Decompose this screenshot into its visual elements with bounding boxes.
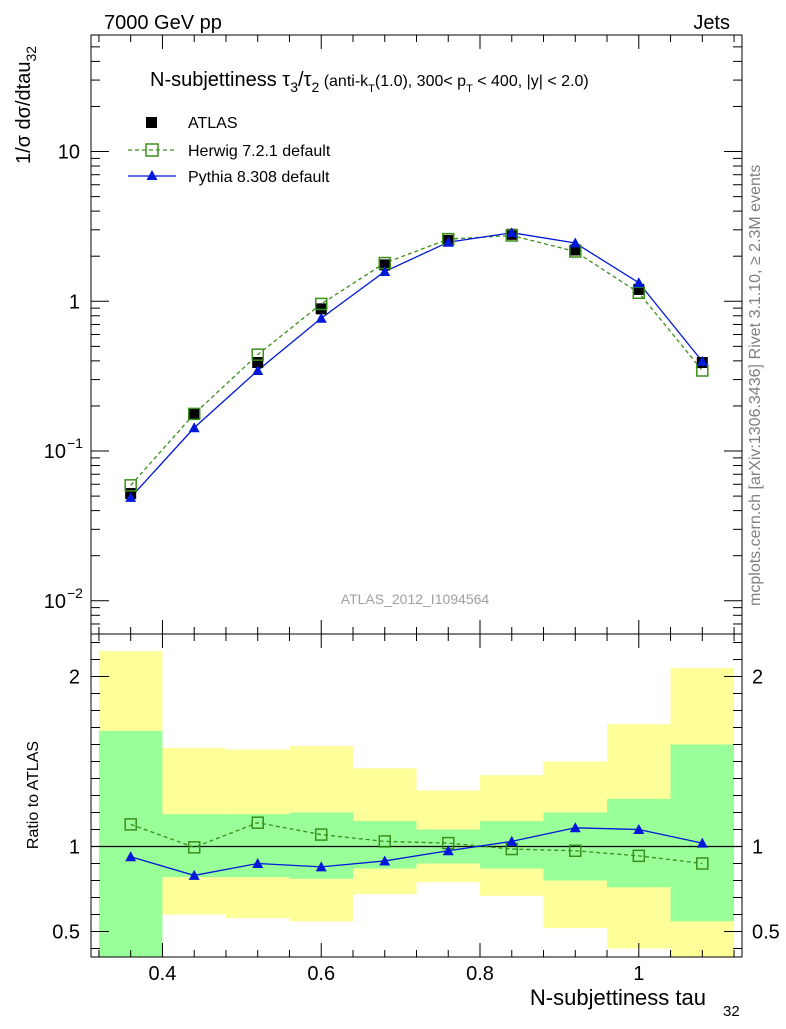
herwig-data-point	[251, 348, 264, 361]
pythia-data-point	[125, 491, 137, 502]
x-tick-label: 0.4	[149, 963, 177, 985]
pythia-data-point	[696, 355, 708, 366]
ratio-y-tick-label: 1	[69, 837, 80, 859]
ratio-y-tick-label: 0.5	[52, 922, 80, 944]
title-tau3: τ	[282, 69, 290, 91]
pythia-ratio-point	[252, 858, 264, 868]
main-y-tick-label-exponent: −1	[67, 435, 83, 451]
legend-label-herwig: Herwig 7.2.1 default	[188, 143, 331, 160]
herwig-ratio-point	[378, 835, 391, 848]
chart-title: N-subjettiness τ3/τ2 (anti-kT(1.0), 300<…	[150, 69, 589, 95]
pythia-series-line	[130, 232, 703, 498]
ratio-y-tick-label-right: 1	[752, 837, 763, 859]
title-prefix: N-subjettiness	[150, 69, 282, 91]
ratio-y-tick-label-right: 0.5	[752, 922, 780, 944]
pythia-data-point	[379, 266, 391, 277]
chart-marks	[91, 227, 742, 957]
main-y-axis-label: 1/σ dσ/dtau32	[13, 46, 39, 164]
mcplots-reference-label: mcplots.cern.ch [arXiv:1306.3436]	[747, 364, 764, 606]
title-tau2: τ	[304, 69, 312, 91]
pythia-data-point	[442, 236, 454, 247]
title-detail-t2: T	[466, 83, 473, 95]
main-y-tick-label: 10	[44, 591, 66, 613]
ratio-y-tick-label: 2	[69, 667, 80, 689]
band-inner-bin	[607, 798, 671, 888]
rivet-version-label: Rivet 3.1.10, ≥ 2.3M events	[747, 165, 764, 360]
analysis-watermark: ATLAS_2012_I1094564	[341, 591, 490, 607]
herwig-data-point	[124, 479, 137, 492]
pythia-ratio-point	[379, 855, 391, 866]
main-y-tick-label: 10	[44, 441, 66, 463]
title-detail-a: (anti-k	[319, 73, 369, 90]
title-detail-c: < 400, |y| < 2.0)	[473, 73, 589, 90]
title-sub3: 3	[290, 79, 298, 95]
pythia-data-point	[569, 237, 581, 248]
x-axis-label-subscript: 32	[723, 1003, 740, 1020]
pythia-data-point	[633, 277, 645, 288]
band-inner-bin	[98, 730, 163, 957]
ylabel-main: 1/σ dσ/dtau	[13, 62, 35, 165]
herwig-ratio-point	[187, 841, 201, 854]
ratio-y-tick-label-right: 2	[752, 667, 763, 689]
main-y-tick-label: 10	[58, 142, 80, 164]
legend-label-atlas: ATLAS	[188, 115, 238, 132]
x-tick-label: 0.8	[466, 963, 494, 985]
header-energy-label: 7000 GeV pp	[104, 12, 222, 34]
pythia-ratio-point	[696, 837, 708, 848]
herwig-series-line	[130, 234, 703, 486]
legend-marker-herwig	[145, 143, 159, 157]
pythia-ratio-point	[569, 822, 581, 833]
pythia-ratio-line	[130, 827, 703, 877]
herwig-ratio-point	[632, 849, 646, 863]
atlas-data-point	[188, 408, 200, 420]
atlas-data-point	[633, 283, 645, 295]
x-axis-label: N-subjettiness tau	[530, 985, 706, 1010]
pythia-ratio-point	[633, 824, 645, 834]
ratio-y-axis-label: Ratio to ATLAS	[25, 741, 42, 849]
header-category-label: Jets	[693, 12, 730, 34]
x-tick-label: 1	[633, 963, 644, 985]
legend-marker-pythia	[146, 170, 158, 180]
ylabel-subscript: 32	[23, 46, 39, 62]
pythia-data-point	[252, 364, 264, 375]
title-detail-t1: T	[368, 83, 375, 95]
pythia-data-point	[188, 422, 200, 433]
pythia-data-point	[315, 312, 327, 323]
herwig-ratio-point	[251, 816, 264, 829]
legend-marker-atlas	[146, 117, 157, 128]
herwig-ratio-point	[569, 844, 582, 857]
title-slash: /	[298, 69, 304, 91]
herwig-data-point	[632, 286, 646, 300]
x-tick-label: 0.6	[307, 963, 335, 985]
herwig-ratio-point	[696, 857, 709, 870]
legend: ATLAS Herwig 7.2.1 default Pythia 8.308 …	[128, 115, 331, 186]
herwig-ratio-line	[130, 822, 703, 865]
pythia-ratio-point	[442, 845, 454, 856]
title-sub2: 2	[311, 79, 319, 95]
title-detail-b: (1.0), 300< p	[375, 73, 466, 90]
main-y-tick-label-exponent: −2	[67, 585, 83, 601]
herwig-data-point	[314, 297, 328, 311]
pythia-ratio-point	[125, 851, 137, 862]
pythia-ratio-point	[315, 861, 327, 872]
pythia-ratio-point	[188, 869, 200, 880]
pythia-ratio-point	[506, 835, 518, 846]
herwig-data-point	[187, 407, 201, 421]
herwig-ratio-point	[314, 828, 328, 841]
band-inner-bin	[162, 814, 226, 878]
atlas-data-point	[379, 259, 391, 271]
herwig-ratio-point	[124, 818, 137, 831]
main-y-tick-label: 1	[69, 291, 80, 313]
pythia-data-point	[506, 227, 518, 238]
atlas-data-point	[252, 357, 264, 369]
atlas-data-point	[569, 244, 581, 256]
legend-label-pythia: Pythia 8.308 default	[188, 169, 330, 186]
band-inner-bin	[670, 744, 735, 922]
